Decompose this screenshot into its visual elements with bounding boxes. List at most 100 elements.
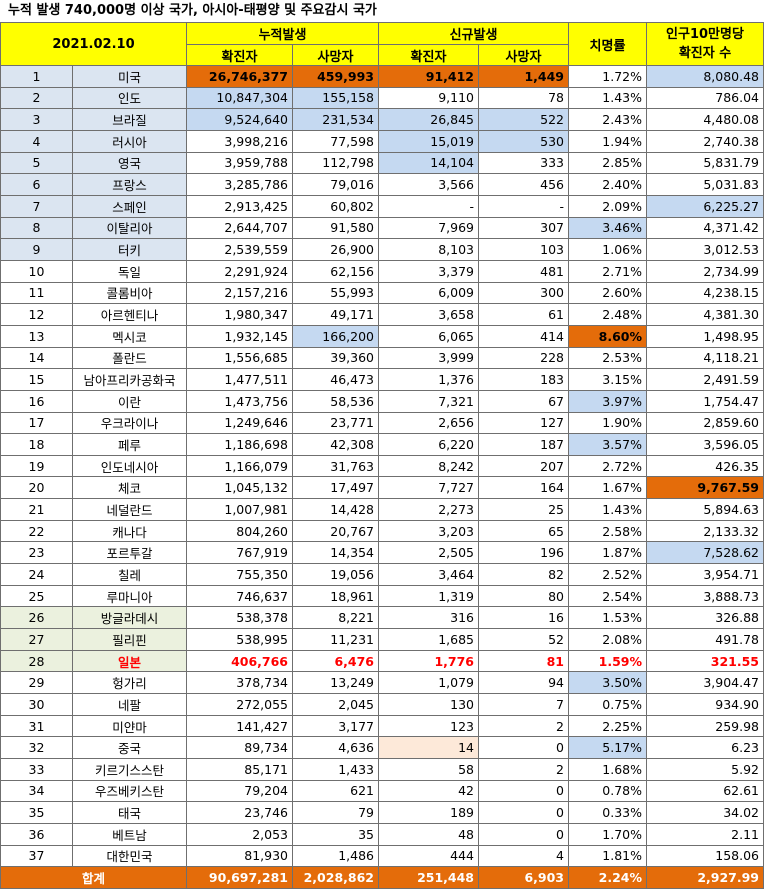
rank-cell: 27 <box>0 628 73 651</box>
new-deaths-cell: - <box>478 194 569 218</box>
confirmed-cell: 26,746,377 <box>186 65 293 88</box>
fatality-rate-cell: 2.71% <box>568 259 647 283</box>
new-deaths-cell: 0 <box>478 822 569 846</box>
country-cell: 우즈베키스탄 <box>72 779 187 803</box>
covid-stats-table: 2021.02.10 누적발생 신규발생 치명률 인구10만명당 확진자 수 확… <box>0 22 764 890</box>
confirmed-cell: 1,980,347 <box>186 303 293 326</box>
new-deaths-cell: 67 <box>478 389 569 413</box>
new-deaths-cell: 2 <box>478 758 569 781</box>
fatality-rate-cell: 2.53% <box>568 346 647 370</box>
fatality-rate-cell: 2.52% <box>568 563 647 586</box>
cumulative-header: 누적발생 <box>186 22 379 45</box>
new-confirmed-cell: 9,110 <box>378 86 479 110</box>
deaths-cell: 49,171 <box>292 303 379 326</box>
deaths-cell: 112,798 <box>292 151 379 175</box>
per100k-cell: 62.61 <box>646 779 764 803</box>
new-deaths-cell: 228 <box>478 346 569 370</box>
new-confirmed-cell: 42 <box>378 779 479 803</box>
rank-cell: 17 <box>0 411 73 435</box>
fatality-rate-cell: 2.60% <box>568 281 647 305</box>
rank-cell: 10 <box>0 259 73 283</box>
rank-cell: 7 <box>0 194 73 218</box>
table-row: 25 루마니아 746,637 18,961 1,319 80 2.54% 3,888.73 <box>0 584 764 608</box>
new-confirmed-cell: 1,376 <box>378 368 479 391</box>
confirmed-cell: 141,427 <box>186 714 293 738</box>
fatality-rate-cell: 1.94% <box>568 129 647 153</box>
fatality-rate-cell: 2.43% <box>568 108 647 131</box>
fatality-rate-cell: 2.48% <box>568 303 647 326</box>
table-row: 15 남아프리카공화국 1,477,511 46,473 1,376 183 3.15% 2,… <box>0 368 764 391</box>
confirmed-cell: 2,157,216 <box>186 281 293 305</box>
country-cell: 멕시코 <box>72 324 187 348</box>
fatality-rate-cell: 2.58% <box>568 519 647 543</box>
per100k-cell: 34.02 <box>646 801 764 824</box>
rank-cell: 35 <box>0 801 73 824</box>
table-row: 24 칠레 755,350 19,056 3,464 82 2.52% 3,954.71 <box>0 563 764 586</box>
deaths-cell: 46,473 <box>292 368 379 391</box>
fatality-rate-cell: 3.97% <box>568 389 647 413</box>
confirmed-cell: 1,932,145 <box>186 324 293 348</box>
new-confirmed-cell: 3,658 <box>378 303 479 326</box>
new-confirmed-cell: 8,103 <box>378 238 479 261</box>
new-confirmed-cell: 6,009 <box>378 281 479 305</box>
rank-cell: 33 <box>0 758 73 781</box>
table-row: 30 네팔 272,055 2,045 130 7 0.75% 934.90 <box>0 693 764 716</box>
total-new-confirmed-cell: 251,448 <box>378 866 479 890</box>
new-confirmed-cell: 1,319 <box>378 584 479 608</box>
total-per100k-cell: 2,927.99 <box>646 866 764 890</box>
new-deaths-cell: 456 <box>478 173 569 196</box>
confirmed-cell: 3,285,786 <box>186 173 293 196</box>
confirmed-cell: 1,556,685 <box>186 346 293 370</box>
confirmed-cell: 2,291,924 <box>186 259 293 283</box>
country-cell: 체코 <box>72 476 187 500</box>
confirmed-cell: 81,930 <box>186 844 293 868</box>
table-row: 9 터키 2,539,559 26,900 8,103 103 1.06% 3,012.53 <box>0 238 764 261</box>
new-confirmed-cell: 7,727 <box>378 476 479 500</box>
new-confirmed-cell: 26,845 <box>378 108 479 131</box>
confirmed-cell: 2,539,559 <box>186 238 293 261</box>
new-confirmed-cell: 444 <box>378 844 479 868</box>
rank-cell: 28 <box>0 649 73 673</box>
country-cell: 대한민국 <box>72 844 187 868</box>
rank-cell: 1 <box>0 65 73 88</box>
new-confirmed-cell: 1,776 <box>378 649 479 673</box>
new-deaths-cell: 414 <box>478 324 569 348</box>
confirmed-cell: 1,473,756 <box>186 389 293 413</box>
rank-cell: 11 <box>0 281 73 305</box>
table-row: 29 헝가리 378,734 13,249 1,079 94 3.50% 3,904.47 <box>0 671 764 695</box>
deaths-cell: 11,231 <box>292 628 379 651</box>
country-cell: 페루 <box>72 433 187 456</box>
new-deaths-cell: 0 <box>478 779 569 803</box>
confirmed-cell: 767,919 <box>186 541 293 565</box>
fatality-rate-cell: 8.60% <box>568 324 647 348</box>
table-row: 23 포르투갈 767,919 14,354 2,505 196 1.87% 7,528.62 <box>0 541 764 565</box>
total-confirmed-cell: 90,697,281 <box>186 866 293 890</box>
rank-cell: 36 <box>0 822 73 846</box>
deaths-cell: 14,354 <box>292 541 379 565</box>
deaths-cell: 26,900 <box>292 238 379 261</box>
table-row: 18 페루 1,186,698 42,308 6,220 187 3.57% 3,596.05 <box>0 433 764 456</box>
fatality-rate-cell: 5.17% <box>568 736 647 759</box>
table-row: 5 영국 3,959,788 112,798 14,104 333 2.85% 5,831.7… <box>0 151 764 175</box>
confirmed-cell: 1,007,981 <box>186 498 293 521</box>
per100k-cell: 5.92 <box>646 758 764 781</box>
new-deaths-cell: 481 <box>478 259 569 283</box>
fatality-rate-cell: 1.70% <box>568 822 647 846</box>
country-cell: 미국 <box>72 65 187 88</box>
new-confirmed-cell: 130 <box>378 693 479 716</box>
rank-cell: 4 <box>0 129 73 153</box>
confirmed-cell: 804,260 <box>186 519 293 543</box>
new-deaths-cell: 25 <box>478 498 569 521</box>
new-confirmed-cell: 2,505 <box>378 541 479 565</box>
new-confirmed-cell: 123 <box>378 714 479 738</box>
new-confirmed-cell: 189 <box>378 801 479 824</box>
deaths-cell: 18,961 <box>292 584 379 608</box>
new-deaths-header: 사망자 <box>478 44 569 66</box>
confirmed-cell: 85,171 <box>186 758 293 781</box>
new-confirmed-header: 확진자 <box>378 44 479 66</box>
deaths-cell: 20,767 <box>292 519 379 543</box>
rank-cell: 16 <box>0 389 73 413</box>
confirmed-cell: 406,766 <box>186 649 293 673</box>
deaths-cell: 60,802 <box>292 194 379 218</box>
rank-cell: 23 <box>0 541 73 565</box>
